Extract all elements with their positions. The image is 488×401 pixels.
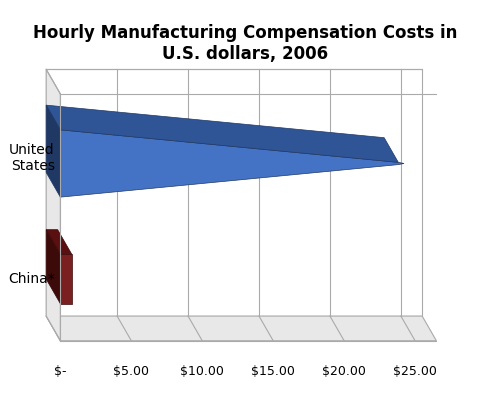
Polygon shape (61, 130, 404, 197)
Polygon shape (46, 230, 72, 254)
Text: $25.00: $25.00 (393, 365, 437, 379)
Text: $20.00: $20.00 (322, 365, 366, 379)
Text: United
States: United States (9, 143, 55, 173)
Text: Hourly Manufacturing Compensation Costs in
U.S. dollars, 2006: Hourly Manufacturing Compensation Costs … (33, 24, 457, 63)
Polygon shape (46, 105, 398, 162)
Polygon shape (46, 230, 61, 304)
Text: $5.00: $5.00 (113, 365, 149, 379)
Polygon shape (46, 69, 61, 341)
Text: $-: $- (54, 365, 66, 379)
Text: $15.00: $15.00 (251, 365, 295, 379)
Polygon shape (61, 254, 72, 304)
Polygon shape (46, 105, 61, 197)
Polygon shape (46, 69, 422, 316)
Polygon shape (46, 316, 436, 341)
Text: $10.00: $10.00 (180, 365, 224, 379)
Text: China*: China* (8, 272, 55, 286)
